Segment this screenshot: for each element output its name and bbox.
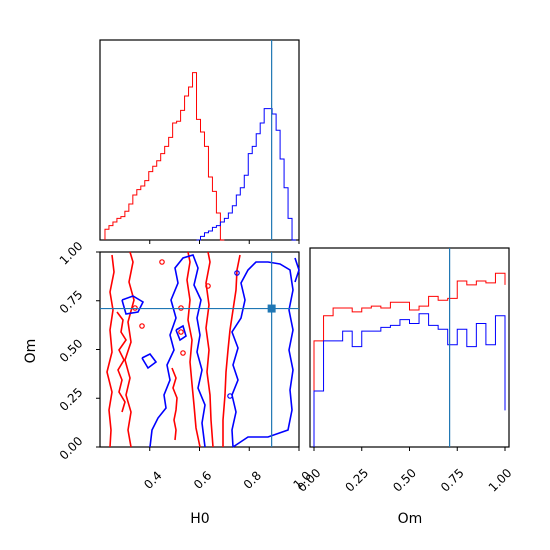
om-y-tick-label-1: 0.25: [57, 385, 86, 414]
om-tick-label-2: 0.50: [390, 466, 419, 495]
om-y-tick-label-0: 0.00: [57, 434, 86, 463]
blue-contour-1: [149, 254, 206, 448]
red-contour-island-6: [205, 283, 211, 289]
red-contour-1: [106, 254, 115, 448]
om-tick-label-3: 0.75: [438, 466, 467, 495]
om-tick-label-1: 0.25: [343, 466, 372, 495]
om-y-tick-label-4: 1.00: [57, 239, 86, 268]
h0-marginal-frame: [99, 39, 300, 241]
h0-hist-series-2: [196, 108, 297, 241]
om-hist-series-2: [313, 313, 506, 447]
blue-contour-5: [175, 324, 187, 342]
red-contour-5: [222, 254, 241, 447]
blue-contour-4: [141, 352, 158, 370]
om-marginal-panel: 0.00 0.25 0.50 0.75 1.00: [295, 247, 515, 495]
om-axis-label: Om: [398, 511, 423, 527]
om-hist-series-1: [313, 272, 506, 447]
blue-contour-3: [121, 295, 145, 315]
red-contour-3: [186, 251, 201, 448]
red-contour-island-7: [159, 259, 165, 265]
truth-marker: [267, 304, 276, 313]
blue-contour-island-2: [227, 393, 233, 399]
om-y-tick-label-2: 0.50: [57, 336, 86, 365]
om-y-tick-label-3: 0.75: [57, 288, 86, 317]
h0-om-contour-panel: 0.4 0.6 0.8 1.00.000.250.500.751.00: [57, 239, 314, 492]
h0-tick-label-2: 0.8: [241, 468, 264, 491]
red-contour-7: [171, 367, 178, 441]
blue-contour-6: [294, 257, 300, 283]
om-tick-label-4: 1.00: [486, 466, 515, 495]
red-contour-island-2: [139, 323, 145, 329]
h0-hist-series-1: [104, 72, 225, 241]
red-contour-island-4: [178, 329, 184, 335]
h0-marginal-panel: [99, 39, 300, 244]
blue-contour-island-1: [234, 270, 240, 276]
h0-axis-label: H0: [190, 511, 209, 527]
red-contour-4: [205, 251, 214, 448]
h0-tick-label-0: 0.4: [141, 468, 164, 491]
red-contour-island-5: [180, 350, 186, 356]
red-contour-2: [124, 251, 135, 448]
blue-contour-2: [231, 261, 294, 448]
h0-tick-label-1: 0.6: [191, 468, 214, 491]
om-tick-label-0: 0.00: [295, 466, 324, 495]
om-marginal-frame: [309, 247, 510, 448]
red-contour-6: [116, 311, 127, 413]
om-y-axis-label: Om: [23, 339, 39, 364]
